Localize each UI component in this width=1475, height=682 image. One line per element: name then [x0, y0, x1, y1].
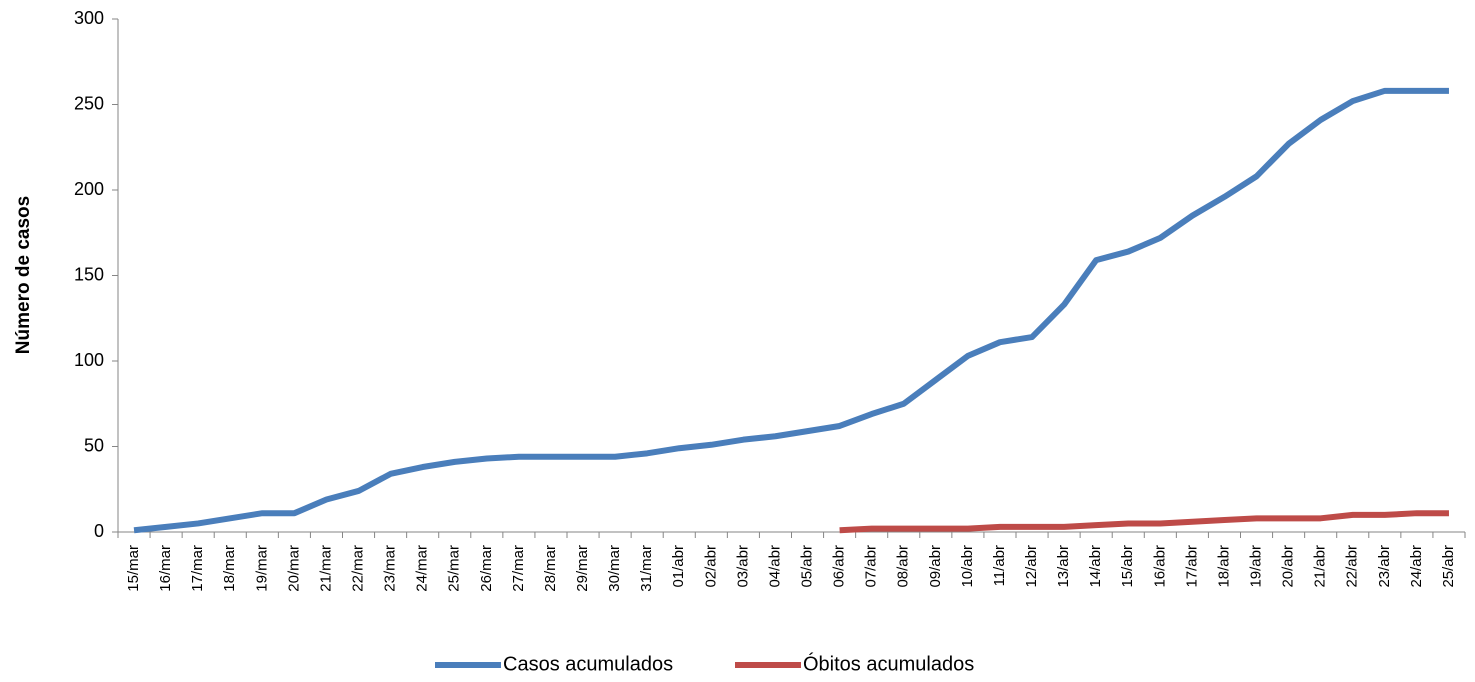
x-tick-label: 19/mar [253, 545, 270, 592]
x-tick-label: 05/abr [799, 545, 816, 588]
x-tick-label: 27/mar [510, 545, 527, 592]
legend-label: Óbitos acumulados [803, 652, 974, 675]
y-tick-label: 300 [74, 8, 104, 28]
data-line [839, 510, 1449, 534]
y-axis-label: Número de casos [13, 196, 34, 354]
y-tick-label: 250 [74, 93, 104, 113]
x-tick-label: 09/abr [927, 545, 944, 588]
x-tick-label: 15/abr [1119, 545, 1136, 588]
x-tick-label: 31/mar [638, 545, 655, 592]
x-tick-label: 03/abr [734, 545, 751, 588]
x-tick-label: 02/abr [702, 545, 719, 588]
x-tick-label: 23/mar [382, 545, 399, 592]
x-tick-label: 21/mar [317, 545, 334, 592]
x-tick-label: 28/mar [542, 545, 559, 592]
x-tick-label: 12/abr [1023, 545, 1040, 588]
x-tick-label: 11/abr [991, 545, 1008, 586]
x-tick-label: 18/mar [221, 545, 238, 592]
x-tick-label: 23/abr [1376, 545, 1393, 588]
x-tick-label: 04/abr [766, 545, 783, 588]
legend-label: Casos acumulados [503, 653, 673, 675]
y-tick-label: 0 [94, 521, 104, 541]
x-tick-label: 16/mar [157, 545, 174, 592]
x-tick-label: 20/mar [285, 545, 302, 592]
x-tick-label: 24/abr [1408, 545, 1425, 588]
x-tick-label: 15/mar [125, 545, 142, 592]
x-tick-label: 25/abr [1440, 545, 1457, 588]
x-tick-label: 07/abr [863, 545, 880, 588]
x-tick-label: 19/abr [1248, 545, 1265, 588]
x-tick-label: 29/mar [574, 545, 591, 592]
y-tick-label: 50 [84, 435, 104, 455]
x-tick-label: 17/mar [189, 545, 206, 592]
x-tick-label: 14/abr [1087, 545, 1104, 588]
x-tick-label: 17/abr [1183, 545, 1200, 588]
x-tick-label: 16/abr [1151, 545, 1168, 588]
x-tick-label: 01/abr [670, 545, 687, 588]
x-tick-label: 25/mar [446, 545, 463, 592]
x-tick-label: 20/abr [1280, 545, 1297, 588]
x-tick-label: 13/abr [1055, 545, 1072, 588]
data-line [133, 87, 1449, 534]
x-tick-label: 22/mar [350, 545, 367, 592]
x-tick-label: 06/abr [831, 545, 848, 588]
y-tick-label: 100 [74, 350, 104, 370]
x-tick-label: 30/mar [606, 545, 623, 592]
x-tick-label: 18/abr [1215, 545, 1232, 588]
x-tick-label: 24/mar [414, 545, 431, 592]
x-tick-label: 26/mar [478, 545, 495, 592]
x-tick-label: 08/abr [895, 545, 912, 588]
y-tick-label: 150 [74, 264, 104, 284]
y-tick-label: 200 [74, 179, 104, 199]
x-tick-label: 22/abr [1344, 545, 1361, 588]
x-tick-label: 21/abr [1312, 545, 1329, 588]
x-tick-label: 10/abr [959, 545, 976, 588]
